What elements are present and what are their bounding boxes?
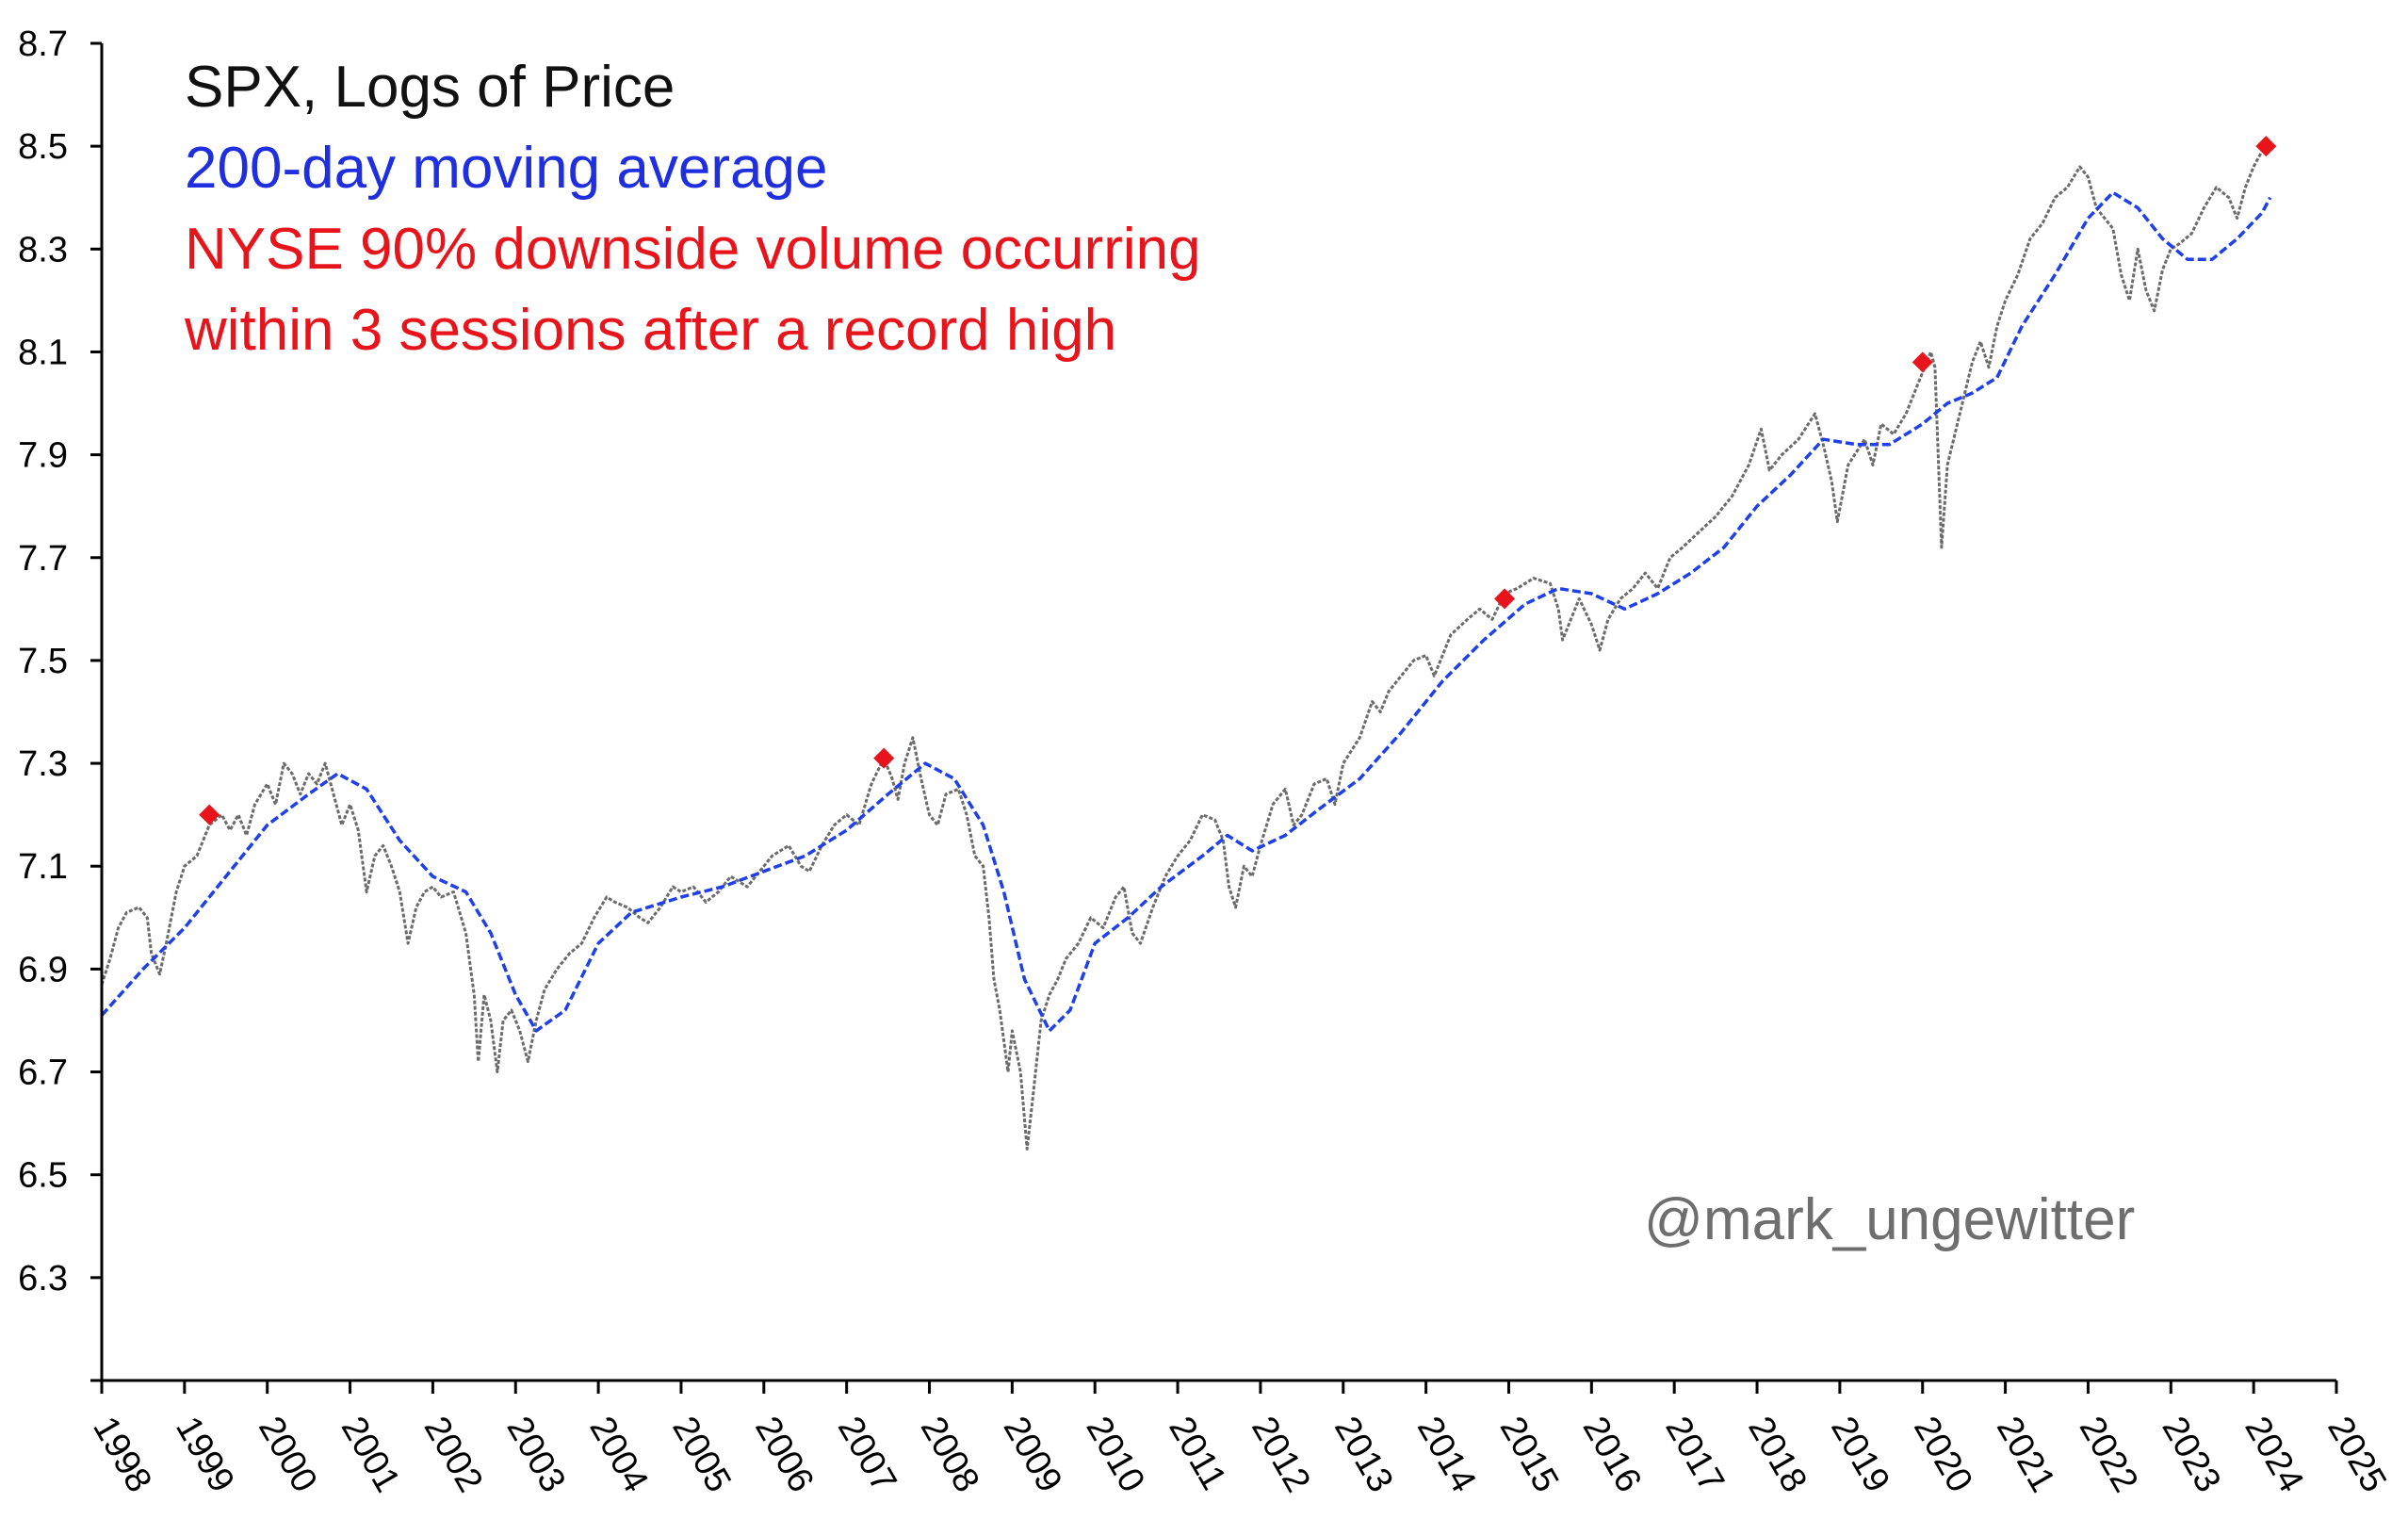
downside-volume-marker: [2255, 136, 2277, 157]
y-tick-label: 8.1: [18, 333, 68, 372]
chart-title-block: SPX, Logs of Price 200-day moving average…: [184, 55, 1201, 363]
downside-volume-marker: [873, 747, 895, 769]
y-tick-label: 7.7: [18, 539, 68, 579]
x-tick-label: 2000: [251, 1411, 325, 1499]
x-tick-label: 2010: [1078, 1411, 1152, 1499]
x-tick-label: 2005: [664, 1411, 739, 1499]
x-tick-label: 2007: [830, 1411, 904, 1499]
x-tick-label: 2016: [1575, 1411, 1650, 1499]
downside-volume-marker: [1912, 351, 1933, 373]
y-tick-label: 8.3: [18, 230, 68, 270]
x-tick-label: 2013: [1326, 1411, 1401, 1499]
x-tick-label: 2011: [1161, 1411, 1233, 1497]
x-tick-label: 2025: [2319, 1411, 2394, 1499]
y-tick-label: 8.5: [18, 127, 68, 167]
y-tick-label: 6.3: [18, 1259, 68, 1298]
x-tick-label: 2004: [581, 1411, 656, 1499]
x-tick-label: 2018: [1740, 1411, 1814, 1499]
watermark-text: @mark_ungewitter: [1644, 1187, 2135, 1252]
y-tick-label: 6.5: [18, 1156, 68, 1196]
x-tick-label: 2008: [913, 1411, 987, 1499]
downside-volume-marker: [199, 804, 220, 825]
x-tick-label: 2014: [1409, 1411, 1484, 1499]
y-tick-label: 7.1: [18, 847, 68, 887]
moving-average-legend-text: 200-day moving average: [185, 136, 827, 201]
y-tick-label: 6.7: [18, 1054, 68, 1093]
x-tick-label: 2022: [2072, 1411, 2146, 1499]
x-tick-label: 2006: [747, 1411, 822, 1499]
y-tick-label: 6.9: [18, 950, 68, 989]
moving-average-line: [100, 190, 2272, 1033]
marker-legend-text-line2: within 3 sessions after a record high: [184, 298, 1116, 363]
x-tick-label: 2024: [2237, 1411, 2311, 1499]
y-tick-label: 7.3: [18, 744, 68, 784]
x-tick-label: 2020: [1906, 1411, 1980, 1499]
x-tick-label: 2019: [1823, 1411, 1897, 1499]
x-tick-label: 2009: [996, 1411, 1070, 1499]
x-tick-label: 2001: [334, 1411, 408, 1499]
x-tick-label: 1998: [85, 1411, 159, 1499]
x-ticks: 1998 1999 2000 2001 2002 2003 2004 2005 2006 2007…: [85, 1380, 2394, 1499]
y-tick-label: 7.5: [18, 642, 68, 681]
y-tick-label: 7.9: [18, 436, 68, 476]
x-tick-label: 2021: [1989, 1411, 2063, 1499]
x-tick-label: 2003: [498, 1411, 573, 1499]
downside-volume-marker: [1494, 588, 1516, 610]
y-ticks: 8.7 8.5 8.3 8.1 7.9 7.7 7.5 7.3 7.1 6.9 6.7 6.5 6.3: [18, 24, 102, 1382]
y-tick-label: 8.7: [18, 24, 68, 64]
chart-title: SPX, Logs of Price: [185, 55, 675, 120]
x-tick-label: 2012: [1244, 1411, 1318, 1499]
x-tick-label: 2023: [2155, 1411, 2229, 1499]
x-tick-label: 2017: [1657, 1411, 1732, 1499]
x-tick-label: 2002: [416, 1411, 491, 1499]
x-tick-label: 1999: [168, 1411, 242, 1499]
plot-area: [100, 136, 2277, 1151]
spx-price-line: [100, 145, 2268, 1151]
marker-legend-text-line1: NYSE 90% downside volume occurring: [185, 217, 1201, 282]
x-tick-label: 2015: [1492, 1411, 1567, 1499]
